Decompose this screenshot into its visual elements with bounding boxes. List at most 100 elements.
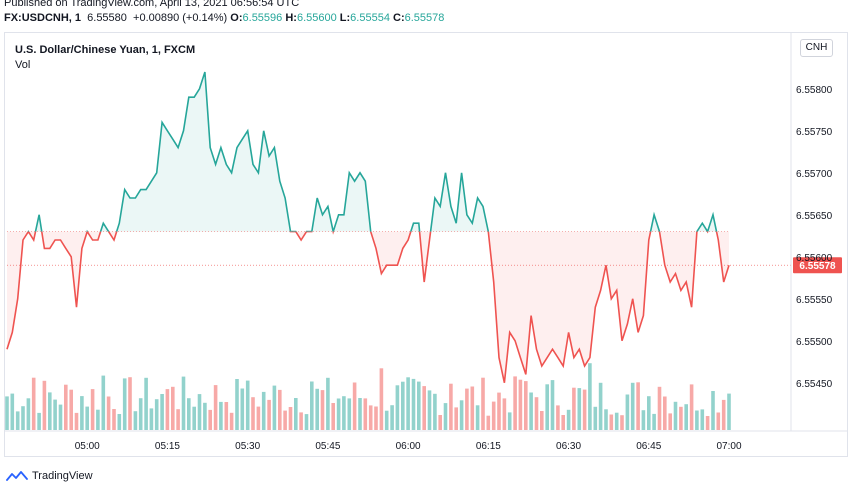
volume-bar [534, 397, 539, 430]
volume-bar [187, 398, 191, 430]
volume-bar [224, 402, 229, 430]
volume-bar [390, 405, 394, 430]
area-above-baseline [7, 72, 729, 232]
volume-bar [588, 363, 592, 430]
volume-bar [288, 407, 293, 430]
y-tick-label: 6.55750 [796, 127, 833, 138]
volume-bar [604, 409, 608, 430]
volume-bar [443, 403, 448, 430]
volume-bar [197, 394, 202, 430]
volume-bar [213, 385, 218, 430]
x-tick-label: 05:45 [315, 441, 340, 452]
volume-bar [176, 409, 180, 430]
volume-bar [336, 398, 341, 430]
volume-bar [695, 410, 699, 430]
last-price-tag [793, 257, 842, 274]
volume-bar [26, 398, 31, 430]
volume-bar [598, 382, 603, 430]
last-price: 6.55580 [87, 12, 127, 24]
high-value: 6.55600 [296, 12, 337, 24]
y-tick-label: 6.55650 [796, 211, 833, 222]
y-tick-label: 6.55550 [796, 295, 833, 306]
price-change: +0.00890 (+0.14%) [133, 12, 228, 24]
tradingview-logo-icon [6, 471, 28, 481]
y-tick-label: 6.55600 [796, 253, 833, 264]
volume-bar [507, 412, 512, 430]
close-label: C: [393, 12, 405, 24]
volume-bar [181, 376, 186, 430]
volume-bar [422, 386, 426, 430]
volume-bar [614, 412, 619, 430]
volume-bar [561, 415, 565, 430]
volume-bar [513, 376, 517, 430]
volume-bar [42, 380, 47, 430]
currency-button[interactable]: CNH [800, 39, 833, 57]
volume-bar [358, 398, 362, 430]
volume-bar [427, 390, 432, 430]
volume-bar [470, 386, 475, 430]
tradingview-logo[interactable]: TradingView [6, 469, 93, 483]
tradingview-brand: TradingView [32, 470, 93, 482]
volume-bar [235, 379, 239, 430]
volume-bar [165, 389, 170, 430]
low-value: 6.55554 [350, 12, 390, 24]
volume-bar [331, 403, 335, 430]
volume-bar [261, 391, 266, 430]
last-price-tag-label: 6.55578 [799, 261, 836, 272]
open-label: O: [230, 12, 243, 24]
volume-bar [545, 384, 549, 430]
x-tick-label: 05:15 [155, 441, 180, 452]
volume-bar [411, 378, 416, 430]
volume-bar [347, 398, 352, 430]
volume-bar [80, 396, 84, 430]
volume-bar [406, 377, 410, 430]
volume-bar [251, 397, 255, 430]
volume-bar [679, 406, 683, 430]
volume-bar [465, 388, 469, 430]
volume-bar [122, 378, 127, 430]
volume-bar [727, 393, 731, 430]
volume-bar [449, 383, 453, 430]
volume-bar [572, 387, 576, 430]
volume-bar [475, 405, 480, 430]
open-value: 6.55596 [242, 12, 283, 24]
quote-line: FX:USDCNH, 1 6.55580 +0.00890 (+0.14%) O… [4, 12, 444, 24]
volume-bar [352, 382, 357, 430]
volume-bar [31, 377, 36, 430]
volume-bar [171, 386, 175, 430]
volume-bar [652, 413, 656, 430]
volume-bar [203, 402, 207, 430]
volume-bar [272, 385, 277, 430]
volume-bar [133, 411, 138, 430]
volume-bar [625, 394, 630, 430]
volume-bar [524, 381, 528, 430]
volume-bar [58, 404, 63, 430]
volume-bar [53, 399, 57, 430]
volume-bar [320, 390, 325, 430]
volume-bar [245, 380, 250, 430]
volume-bar [689, 384, 694, 430]
x-tick-label: 06:15 [476, 441, 501, 452]
chart-panel[interactable] [4, 32, 848, 457]
volume-bar [48, 392, 52, 430]
volume-bar [663, 396, 667, 430]
volume-bar [384, 410, 389, 430]
volume-bar [85, 406, 89, 430]
volume-bar [454, 407, 458, 430]
volume-bar [497, 392, 501, 430]
volume-bar [112, 409, 116, 430]
volume-bar [711, 391, 715, 430]
volume-bar [363, 398, 368, 430]
volume-bar [74, 412, 79, 430]
volume-bar [459, 400, 464, 430]
volume-bar [144, 377, 148, 430]
volume-bar [518, 379, 523, 430]
volume-bar [566, 409, 571, 430]
volume-bar [90, 389, 95, 430]
volume-bar [395, 385, 400, 430]
close-value: 6.55578 [404, 12, 445, 24]
volume-bar [138, 398, 143, 430]
volume-bar [582, 389, 587, 430]
y-tick-label: 6.55450 [796, 379, 833, 390]
